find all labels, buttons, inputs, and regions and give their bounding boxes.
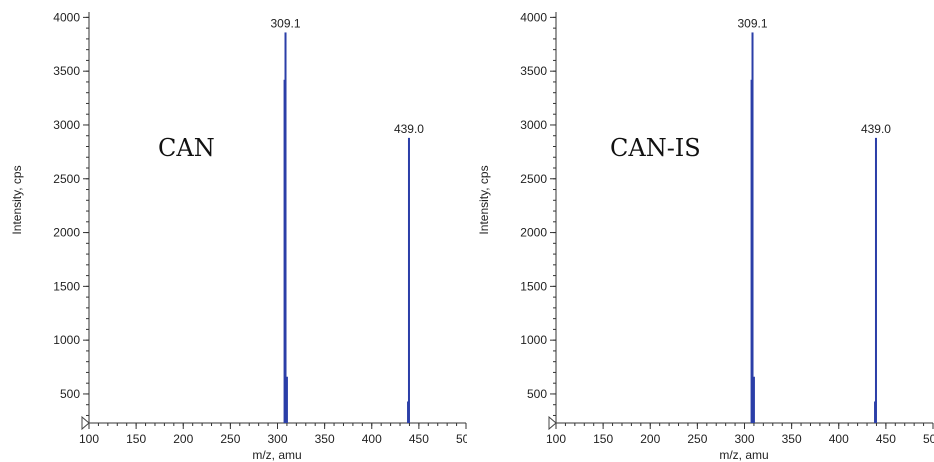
y-tick-label: 4000 — [520, 10, 547, 24]
x-tick-label: 150 — [126, 432, 146, 446]
x-tick-label: 100 — [79, 432, 99, 446]
x-tick-label: 150 — [593, 432, 613, 446]
x-tick-label: 250 — [220, 432, 240, 446]
peak-bar — [752, 376, 755, 423]
y-tick-label: 4000 — [53, 10, 80, 24]
y-tick-label: 500 — [527, 387, 547, 401]
y-tick-label: 1500 — [520, 279, 547, 293]
chart-title: CAN-IS — [610, 134, 701, 162]
x-tick-label: 350 — [315, 432, 335, 446]
y-tick-label: 500 — [60, 387, 80, 401]
x-tick-label: 500 — [923, 432, 934, 446]
y-axis-label: Intensity, cps — [10, 165, 24, 234]
y-tick-label: 3000 — [520, 118, 547, 132]
y-tick-label: 3500 — [53, 64, 80, 78]
peak-label: 439.0 — [394, 122, 424, 136]
peak-bar — [284, 32, 287, 423]
x-tick-label: 350 — [782, 432, 802, 446]
y-tick-label: 2000 — [520, 226, 547, 240]
y-tick-label: 1000 — [520, 333, 547, 347]
x-tick-label: 200 — [640, 432, 660, 446]
x-tick-label: 500 — [456, 432, 467, 446]
spectrum-panel-can: CAN Intensity, cps m/z, amu 100 150 200 250… — [10, 10, 467, 462]
x-tick-label: 450 — [876, 432, 896, 446]
y-tick-label: 2500 — [520, 172, 547, 186]
x-tick-label: 300 — [267, 432, 287, 446]
baseline-marker — [548, 415, 557, 431]
x-tick-label: 400 — [362, 432, 382, 446]
x-tick-label: 200 — [173, 432, 193, 446]
x-tick-label: 400 — [829, 432, 849, 446]
y-tick-label: 2000 — [53, 226, 80, 240]
x-tick-label: 300 — [734, 432, 754, 446]
peak-label: 309.1 — [270, 16, 300, 30]
spectrum-chart-can: CAN Intensity, cps m/z, amu 100 150 200 250… — [10, 10, 467, 462]
y-tick-label: 1500 — [53, 279, 80, 293]
x-axis-label: m/z, amu — [252, 448, 301, 462]
peak-label: 439.0 — [861, 122, 891, 136]
x-tick-label: 100 — [546, 432, 566, 446]
x-tick-label: 250 — [687, 432, 707, 446]
y-tick-label: 3000 — [53, 118, 80, 132]
peak-bar — [751, 32, 754, 423]
spectrum-panel-can-is: CAN-IS Intensity, cps m/z, amu 100 150 200… — [467, 0, 934, 462]
y-axis-label: Intensity, cps — [477, 165, 491, 234]
peak-bar — [285, 376, 288, 423]
spectrum-chart-can-is: CAN-IS Intensity, cps m/z, amu 100 150 200… — [477, 10, 934, 462]
chart-title: CAN — [158, 134, 215, 162]
peak-bar — [874, 137, 877, 423]
peak-bar — [407, 137, 410, 423]
y-tick-label: 3500 — [520, 64, 547, 78]
peak-label: 309.1 — [737, 16, 767, 30]
x-axis-label: m/z, amu — [719, 448, 768, 462]
x-tick-label: 450 — [409, 432, 429, 446]
baseline-marker — [81, 415, 90, 431]
y-tick-label: 1000 — [53, 333, 80, 347]
y-tick-label: 2500 — [53, 172, 80, 186]
